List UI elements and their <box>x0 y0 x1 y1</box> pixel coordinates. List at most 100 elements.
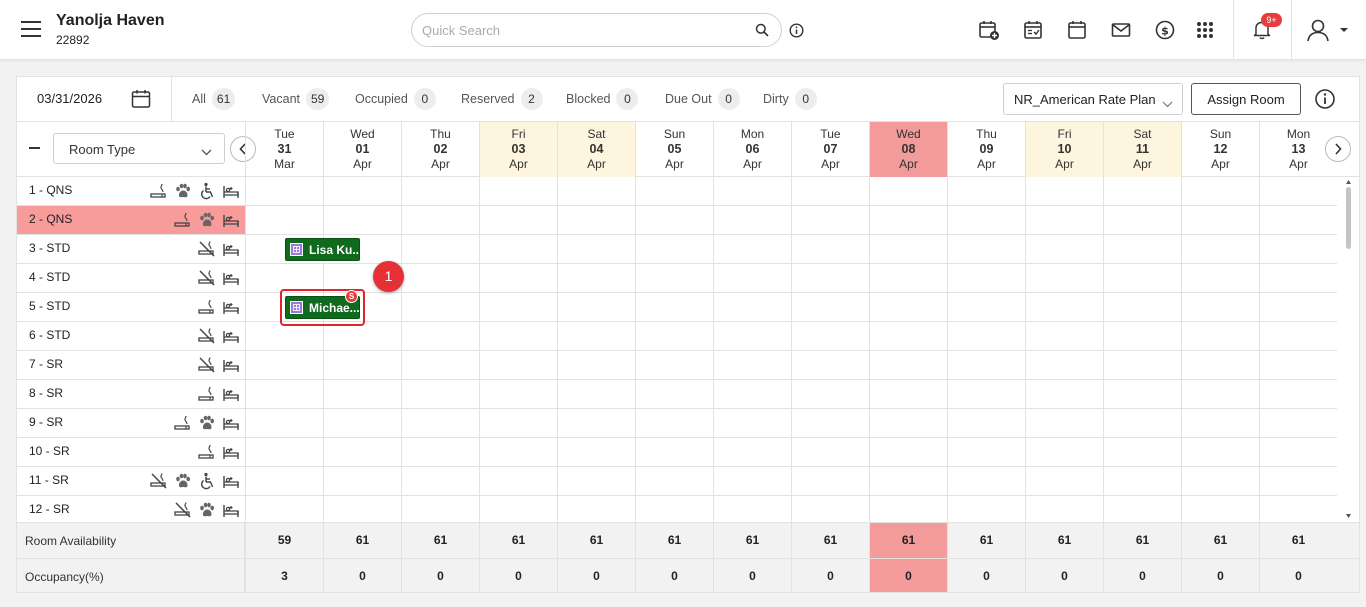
grid-cell[interactable] <box>947 264 1025 292</box>
room-label-cell[interactable]: 8 - SR <box>17 380 245 408</box>
grid-cell[interactable] <box>1025 177 1103 205</box>
grid-cell[interactable] <box>245 351 323 379</box>
grid-cell[interactable] <box>869 438 947 466</box>
grid-cell[interactable] <box>947 496 1025 522</box>
date-field[interactable]: 03/31/2026 <box>37 91 103 106</box>
grid-cell[interactable] <box>1181 177 1259 205</box>
grid-cell[interactable] <box>1025 206 1103 234</box>
room-label-cell[interactable]: 11 - SR <box>17 467 245 495</box>
grid-cell[interactable] <box>1181 235 1259 263</box>
grid-cell[interactable] <box>245 177 323 205</box>
grid-cell[interactable] <box>947 380 1025 408</box>
grid-cell[interactable] <box>1025 467 1103 495</box>
room-label-cell[interactable]: 1 - QNS <box>17 177 245 205</box>
grid-cell[interactable] <box>479 264 557 292</box>
grid-cell[interactable] <box>1025 322 1103 350</box>
filter-blocked[interactable]: Blocked 0 <box>566 88 639 110</box>
grid-cell[interactable] <box>791 496 869 522</box>
grid-cell[interactable] <box>323 438 401 466</box>
grid-cell[interactable] <box>947 467 1025 495</box>
grid-cell[interactable] <box>713 438 791 466</box>
room-label-cell[interactable]: 12 - SR <box>17 496 245 522</box>
grid-cell[interactable] <box>869 264 947 292</box>
grid-scrollbar[interactable] <box>1337 177 1359 522</box>
grid-cell[interactable] <box>791 322 869 350</box>
grid-cell[interactable] <box>245 380 323 408</box>
room-label-cell[interactable]: 3 - STD <box>17 235 245 263</box>
grid-cell[interactable] <box>557 293 635 321</box>
grid-cell[interactable] <box>245 438 323 466</box>
grid-cell[interactable] <box>1259 380 1337 408</box>
grid-cell[interactable] <box>401 380 479 408</box>
grid-cell[interactable] <box>479 177 557 205</box>
grid-cell[interactable] <box>479 322 557 350</box>
grid-cell[interactable] <box>1181 351 1259 379</box>
grid-cell[interactable] <box>869 380 947 408</box>
filter-vacant[interactable]: Vacant 59 <box>262 88 330 110</box>
grid-cell[interactable] <box>1181 467 1259 495</box>
grid-cell[interactable] <box>1025 293 1103 321</box>
grid-cell[interactable] <box>791 293 869 321</box>
grid-cell[interactable] <box>401 351 479 379</box>
grid-cell[interactable] <box>1259 177 1337 205</box>
grid-cell[interactable] <box>323 409 401 437</box>
grid-cell[interactable] <box>1103 293 1181 321</box>
grid-cell[interactable] <box>635 206 713 234</box>
prev-dates-button[interactable] <box>230 136 256 162</box>
info-icon[interactable] <box>1314 88 1336 115</box>
user-menu[interactable] <box>1305 18 1353 42</box>
grid-cell[interactable] <box>479 351 557 379</box>
grid-cell[interactable] <box>1103 322 1181 350</box>
checklist-calendar-icon[interactable] <box>1021 18 1045 42</box>
grid-cell[interactable] <box>323 264 401 292</box>
grid-cell[interactable] <box>635 380 713 408</box>
grid-cell[interactable] <box>1025 351 1103 379</box>
grid-cell[interactable] <box>479 206 557 234</box>
grid-cell[interactable] <box>713 177 791 205</box>
grid-cell[interactable] <box>323 322 401 350</box>
grid-cell[interactable] <box>1181 438 1259 466</box>
grid-cell[interactable] <box>713 264 791 292</box>
grid-cell[interactable] <box>1259 409 1337 437</box>
grid-cell[interactable] <box>635 351 713 379</box>
grid-cell[interactable] <box>245 409 323 437</box>
grid-cell[interactable] <box>635 467 713 495</box>
grid-cell[interactable] <box>791 409 869 437</box>
grid-cell[interactable] <box>791 351 869 379</box>
grid-cell[interactable] <box>1103 438 1181 466</box>
grid-cell[interactable] <box>1181 293 1259 321</box>
grid-cell[interactable] <box>401 467 479 495</box>
collapse-icon[interactable] <box>29 147 40 149</box>
grid-cell[interactable] <box>1181 264 1259 292</box>
room-label-cell[interactable]: 7 - SR <box>17 351 245 379</box>
grid-cell[interactable] <box>401 235 479 263</box>
filter-reserved[interactable]: Reserved 2 <box>461 88 543 110</box>
grid-cell[interactable] <box>245 235 323 263</box>
grid-cell[interactable] <box>1103 177 1181 205</box>
grid-cell[interactable] <box>1103 409 1181 437</box>
grid-cell[interactable] <box>1103 206 1181 234</box>
grid-cell[interactable] <box>713 496 791 522</box>
grid-cell[interactable] <box>947 438 1025 466</box>
grid-cell[interactable] <box>1259 264 1337 292</box>
grid-cell[interactable] <box>1025 235 1103 263</box>
grid-cell[interactable] <box>1259 206 1337 234</box>
grid-cell[interactable] <box>1259 322 1337 350</box>
grid-cell[interactable] <box>401 293 479 321</box>
grid-cell[interactable] <box>1259 467 1337 495</box>
grid-cell[interactable] <box>401 177 479 205</box>
calendar-icon[interactable] <box>1065 18 1089 42</box>
grid-cell[interactable] <box>479 235 557 263</box>
grid-cell[interactable] <box>557 177 635 205</box>
new-reservation-icon[interactable] <box>977 18 1001 42</box>
room-type-select[interactable]: Room Type <box>53 133 225 164</box>
grid-cell[interactable] <box>791 206 869 234</box>
search-info-icon[interactable] <box>789 23 804 43</box>
room-label-cell[interactable]: 9 - SR <box>17 409 245 437</box>
grid-cell[interactable] <box>947 177 1025 205</box>
grid-cell[interactable] <box>323 351 401 379</box>
grid-cell[interactable] <box>635 235 713 263</box>
grid-cell[interactable] <box>713 351 791 379</box>
search-input[interactable] <box>422 20 742 40</box>
room-label-cell[interactable]: 5 - STD <box>17 293 245 321</box>
